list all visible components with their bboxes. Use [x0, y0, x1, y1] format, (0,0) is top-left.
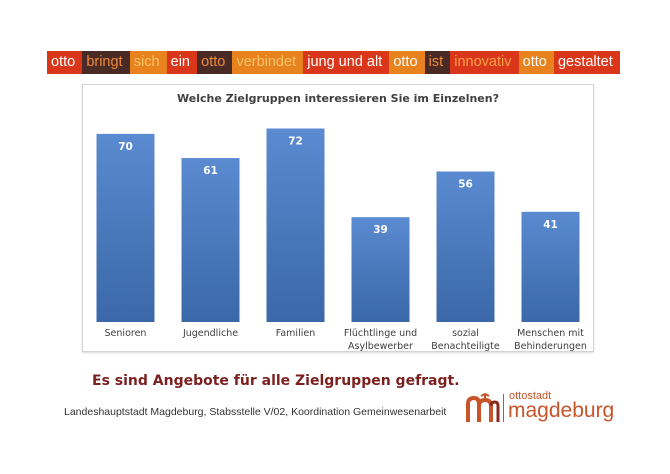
conclusion-text: Es sind Angebote für alle Zielgruppen ge…	[92, 373, 460, 389]
category-label: Familien	[276, 328, 315, 339]
bar-value-label: 70	[118, 141, 133, 153]
chart-title: Welche Zielgruppen interessieren Sie im …	[177, 92, 499, 105]
bar-value-label: 39	[373, 224, 388, 236]
ottostadt-magdeburg-logo: ottostadt magdeburg	[465, 390, 614, 426]
footer-text: Landeshauptstadt Magdeburg, Stabsstelle …	[64, 406, 447, 418]
banner-word: otto	[47, 51, 83, 74]
bar-value-label: 72	[288, 136, 303, 148]
bar-value-label: 56	[458, 179, 473, 191]
slogan-banner: otto bringt sich ein otto verbindet jung und a…	[47, 51, 620, 74]
banner-word: bringt	[82, 51, 130, 74]
banner-word: otto	[197, 51, 233, 74]
logo-mark-icon	[466, 392, 500, 422]
bar-chart: 70 Senioren 61 Jugendliche 72 Familien 39 Flüch…	[82, 84, 594, 352]
category-label: Jugendliche	[182, 328, 238, 339]
category-label: Menschen mit Behinderungen	[514, 328, 587, 351]
bar	[266, 128, 325, 322]
bar	[436, 171, 495, 322]
banner-word: ist	[424, 51, 451, 74]
banner-word: otto	[518, 51, 554, 74]
bar	[351, 217, 410, 322]
banner-word: innovativ	[450, 51, 519, 74]
category-label: Flüchtlinge und Asylbewerber	[344, 328, 417, 351]
category-label: sozial Benachteiligte	[431, 328, 500, 351]
chart-plot: 70 Senioren 61 Jugendliche 72 Familien 39 Flüch…	[96, 128, 587, 351]
bar	[181, 158, 240, 322]
banner-word: jung und alt	[303, 51, 390, 74]
banner-word: verbindet	[232, 51, 304, 74]
banner-word: sich	[129, 51, 167, 74]
banner-word: gestaltet	[553, 51, 620, 74]
logo-text-small: ottostadt	[509, 390, 552, 402]
bar-value-label: 41	[543, 219, 558, 231]
bar-value-label: 61	[203, 165, 218, 177]
banner-word: otto	[389, 51, 425, 74]
banner-word: ein	[166, 51, 198, 74]
bar	[521, 211, 580, 322]
logo-text-big: magdeburg	[508, 399, 615, 422]
bar	[96, 133, 155, 322]
logo-divider	[503, 394, 504, 422]
category-label: Senioren	[105, 328, 147, 339]
